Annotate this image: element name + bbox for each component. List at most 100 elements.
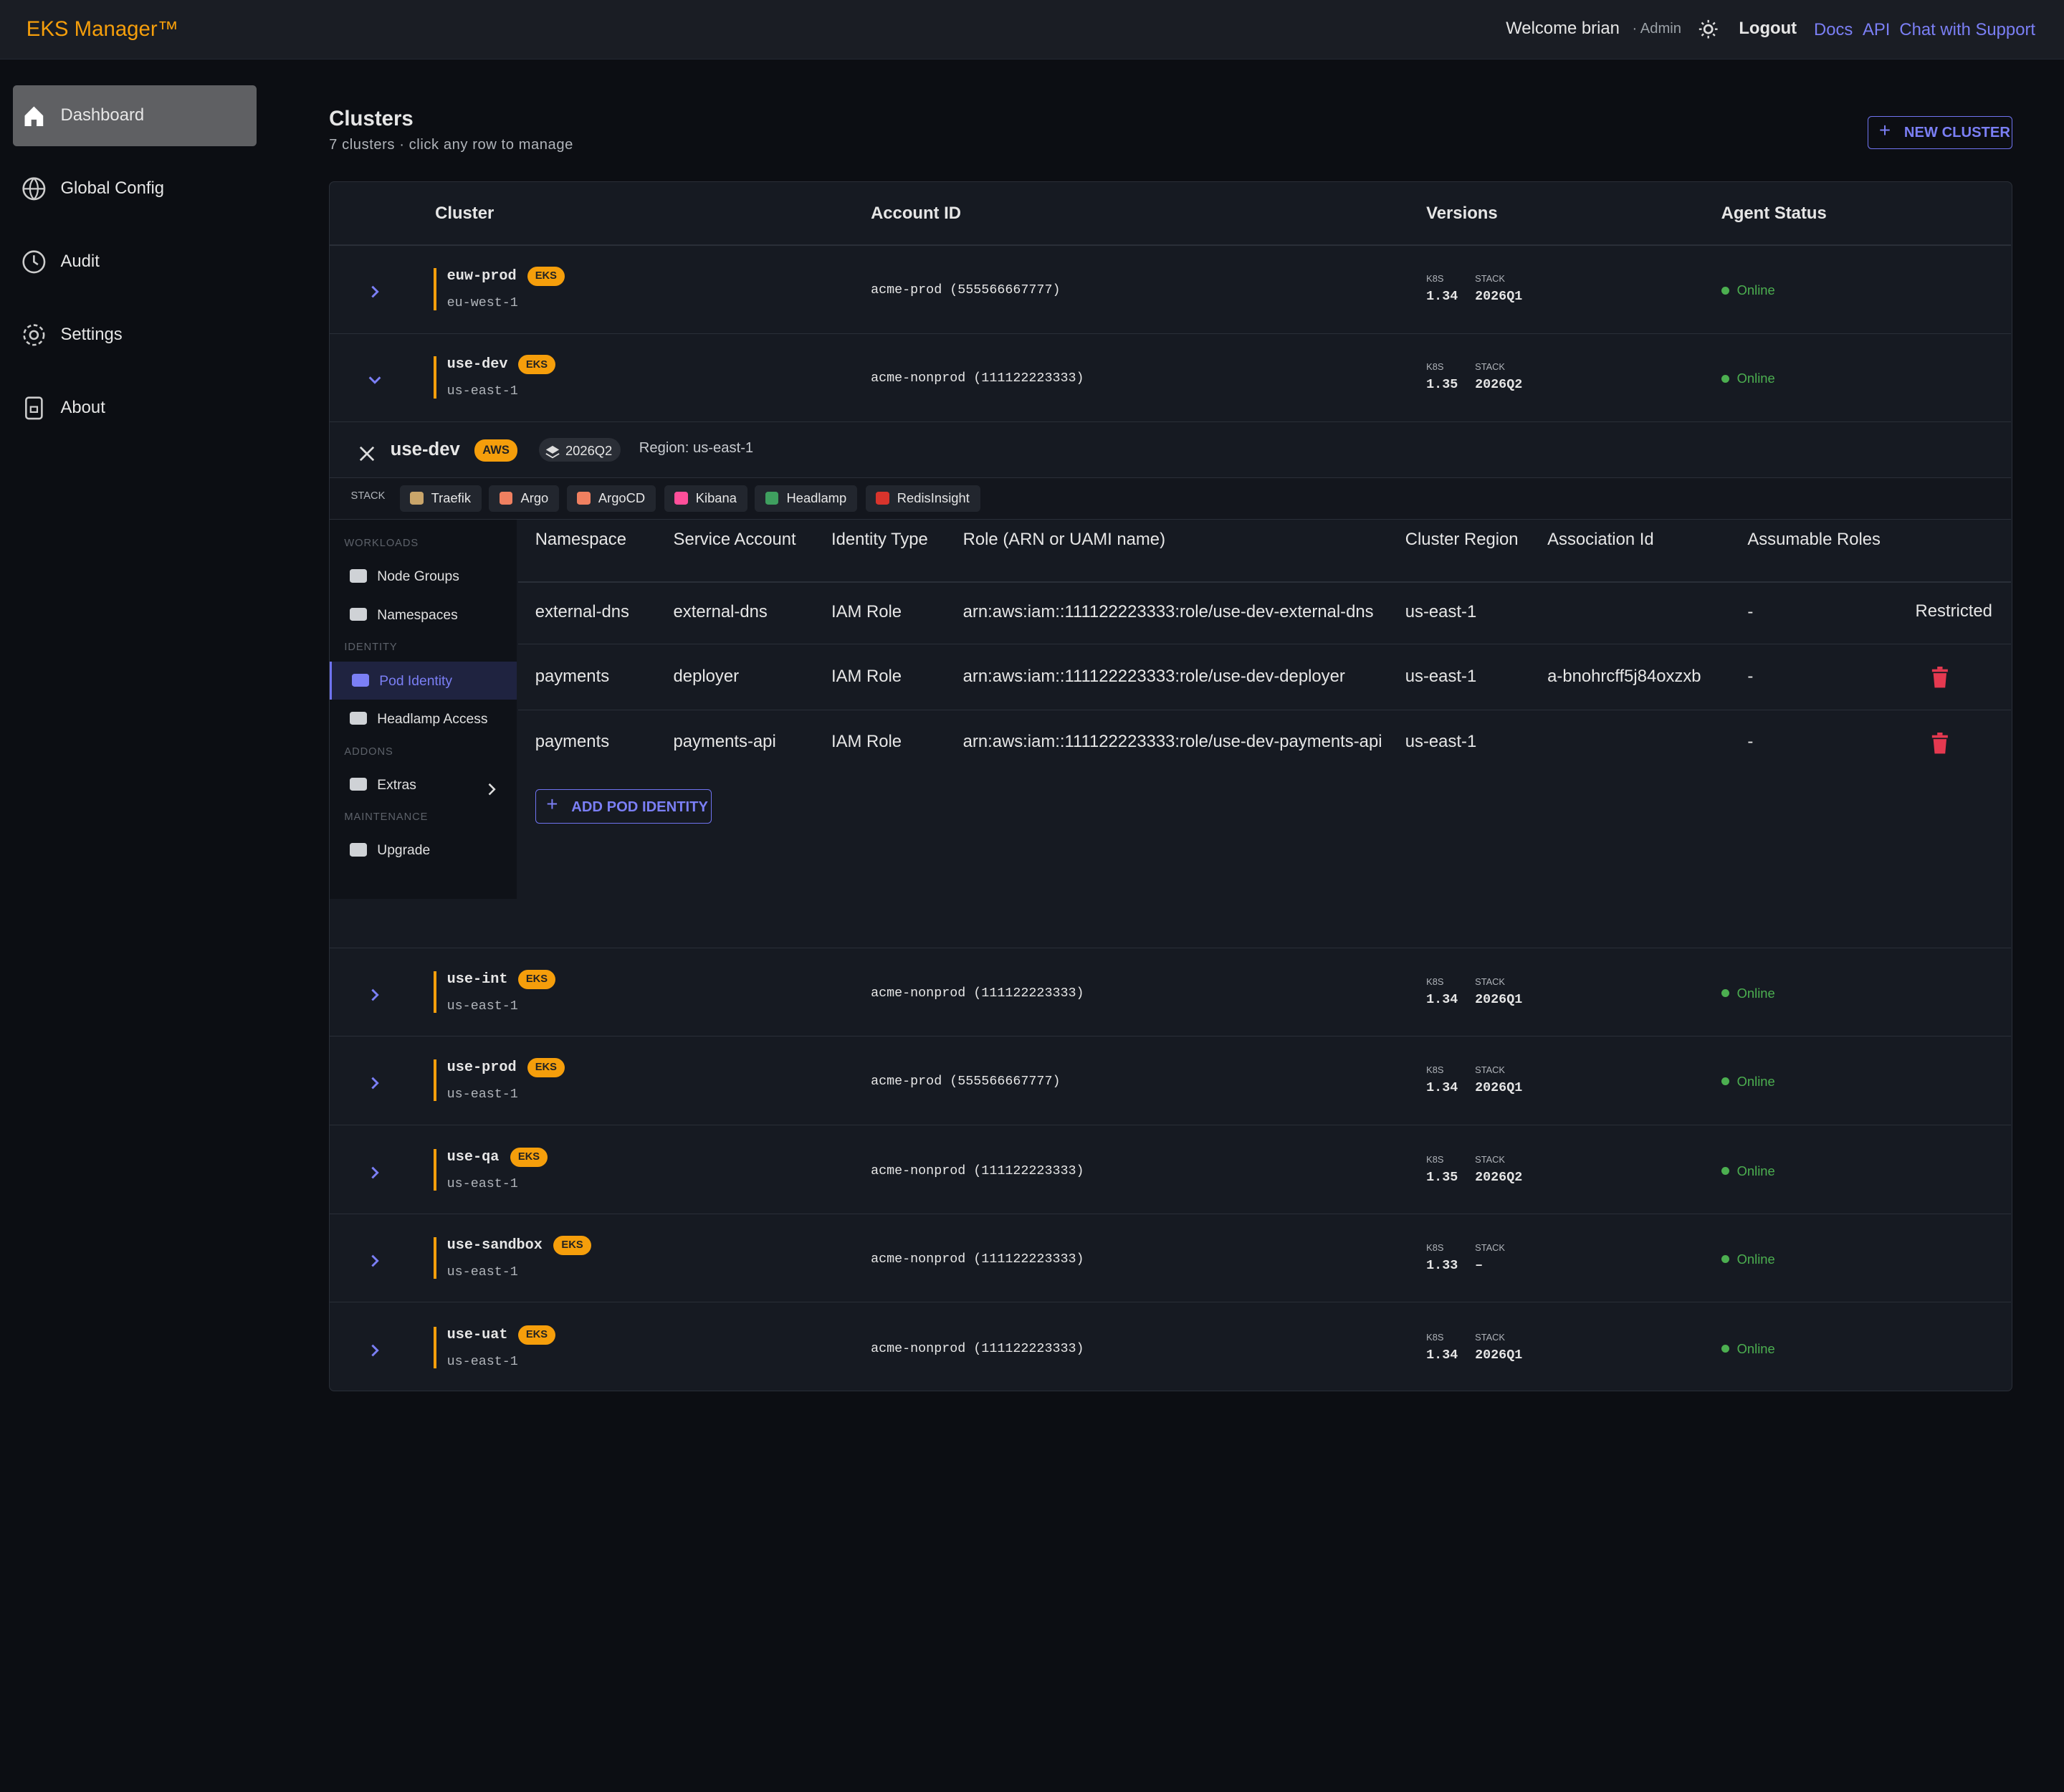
detail-nav-item[interactable]: Upgrade xyxy=(330,831,517,869)
stack-version: 2026Q1 xyxy=(1475,1080,1523,1096)
cluster-row[interactable]: use-sandbox EKS us-east-1 acme-nonprod (111… xyxy=(330,1214,2011,1303)
pod-header: Assumable Roles xyxy=(1747,529,1881,549)
nav-item[interactable]: Audit xyxy=(13,232,257,292)
status-dot xyxy=(1721,286,1729,295)
cluster-row[interactable]: use-uat EKS us-east-1 acme-nonprod (1111222… xyxy=(330,1304,2011,1392)
header-link[interactable]: API xyxy=(1862,19,1891,39)
detail-nav-item[interactable]: Headlamp Access xyxy=(330,700,517,738)
pod-header: Role (ARN or UAMI name) xyxy=(962,529,1166,549)
stack-item[interactable]: RedisInsight xyxy=(865,485,980,512)
nav-icon xyxy=(21,395,47,421)
stack-version: 2026Q1 xyxy=(1475,289,1523,305)
nav-item[interactable]: About xyxy=(13,378,257,438)
cluster-region: eu-west-1 xyxy=(446,295,518,311)
divider xyxy=(517,581,2011,583)
pod-cell: a-bnohrcff5j84oxzxb xyxy=(1547,667,1701,687)
k8s-version: 1.34 xyxy=(1426,289,1458,305)
new-cluster-button[interactable]: + NEW CLUSTER xyxy=(1868,115,2013,149)
column-header: Agent Status xyxy=(1721,203,1827,223)
nav-item[interactable]: Dashboard xyxy=(13,85,257,146)
pod-header: Namespace xyxy=(535,529,626,549)
cluster-name: use-int xyxy=(446,971,508,988)
account-id: acme-nonprod (111122223333) xyxy=(871,1251,1084,1267)
close-icon[interactable] xyxy=(359,443,375,462)
delete-icon[interactable] xyxy=(1931,667,1949,688)
nav-icon xyxy=(21,103,47,129)
k8s-version: 1.34 xyxy=(1426,1347,1458,1363)
stack-item[interactable]: Traefik xyxy=(399,485,482,512)
column-header: Account ID xyxy=(871,203,961,223)
stack-version: 2026Q2 xyxy=(1475,1169,1523,1185)
detail-nav-item[interactable]: Namespaces xyxy=(330,596,517,634)
item-label: Node Groups xyxy=(377,569,459,585)
pod-header: Cluster Region xyxy=(1405,529,1519,549)
eks-badge: EKS xyxy=(510,1147,548,1167)
eks-badge: EKS xyxy=(517,355,556,375)
agent-status: Online xyxy=(1736,1251,1775,1267)
account-id: acme-nonprod (111122223333) xyxy=(871,1163,1084,1178)
pod-cell: - xyxy=(1747,602,1754,622)
accent-bar xyxy=(434,1059,436,1102)
status-dot xyxy=(1721,1255,1729,1264)
item-label: Headlamp Access xyxy=(377,711,488,727)
stack-icon xyxy=(577,492,591,505)
cluster-row[interactable]: use-qa EKS us-east-1 acme-nonprod (11112222… xyxy=(330,1126,2011,1215)
column-header: Cluster xyxy=(435,203,494,223)
stack-item[interactable]: Headlamp xyxy=(755,485,857,512)
stack-item[interactable]: Kibana xyxy=(664,485,747,512)
detail-nav-item[interactable]: Extras xyxy=(330,766,517,804)
pod-row: payments deployer IAM Role arn:aws:iam::111… xyxy=(517,644,2011,710)
logout[interactable]: Logout xyxy=(1739,18,1797,38)
pod-cell: arn:aws:iam::111122223333:role/use-dev-e… xyxy=(962,602,1374,622)
nav-section: IDENTITY xyxy=(344,642,398,654)
status-dot xyxy=(1721,989,1729,998)
detail-nav-item[interactable]: Pod Identity xyxy=(330,662,517,700)
pod-cell: arn:aws:iam::111122223333:role/use-dev-p… xyxy=(962,731,1382,751)
pod-cell: - xyxy=(1747,731,1754,751)
cluster-region: us-east-1 xyxy=(446,1264,518,1280)
item-label: Upgrade xyxy=(377,843,431,859)
stack-icon xyxy=(765,492,779,505)
nav-item[interactable]: Global Config xyxy=(13,158,257,219)
pod-header: Identity Type xyxy=(831,529,928,549)
cluster-row[interactable]: use-dev EKS us-east-1 acme-nonprod (1111222… xyxy=(330,334,2011,422)
nav-item[interactable]: Settings xyxy=(13,305,257,365)
agent-status: Online xyxy=(1736,985,1775,1001)
header-link[interactable]: Chat with Support xyxy=(1899,19,2036,39)
stack-name: Traefik xyxy=(431,490,472,506)
stack-item[interactable]: Argo xyxy=(489,485,559,512)
pod-header: Association Id xyxy=(1547,529,1654,549)
pod-cell: us-east-1 xyxy=(1405,667,1477,687)
header-link[interactable]: Docs xyxy=(1814,19,1853,39)
delete-icon[interactable] xyxy=(1931,733,1949,754)
pod-cell: arn:aws:iam::111122223333:role/use-dev-d… xyxy=(962,667,1345,687)
stack-item[interactable]: ArgoCD xyxy=(566,485,656,512)
pod-cell: IAM Role xyxy=(831,667,902,687)
eks-badge: EKS xyxy=(527,266,565,286)
cluster-region: us-east-1 xyxy=(446,1087,518,1102)
item-icon xyxy=(349,843,367,857)
cluster-detail: use-dev AWS 2026Q2 Region: us-east-1 STACK Tr… xyxy=(330,422,2011,949)
plus: + xyxy=(546,792,558,815)
stack-label: STACK xyxy=(1475,976,1505,987)
status-dot xyxy=(1721,1167,1729,1176)
provider-badge: AWS xyxy=(474,439,517,462)
nav-icon xyxy=(21,176,47,202)
detail-nav-item[interactable]: Node Groups xyxy=(330,558,517,596)
button-label: NEW CLUSTER xyxy=(1903,124,2010,140)
brand: EKS Manager™ xyxy=(26,16,178,41)
welcome: Welcome brian xyxy=(1506,18,1620,38)
accent-bar xyxy=(434,267,436,310)
nav-label: About xyxy=(60,397,105,417)
user-role: · Admin xyxy=(1632,21,1681,37)
top-bar xyxy=(0,0,2064,59)
theme-toggle[interactable] xyxy=(1698,19,1719,39)
cluster-row[interactable]: use-prod EKS us-east-1 acme-prod (555566667… xyxy=(330,1036,2011,1125)
stack-chip: 2026Q2 xyxy=(539,437,621,462)
cluster-row[interactable]: euw-prod EKS eu-west-1 acme-prod (555566667… xyxy=(330,246,2011,334)
k8s-version: 1.34 xyxy=(1426,992,1458,1008)
cluster-name: use-uat xyxy=(446,1326,508,1343)
cluster-row[interactable]: use-int EKS us-east-1 acme-nonprod (1111222… xyxy=(330,948,2011,1037)
add-pod-identity-button[interactable]: + ADD POD IDENTITY xyxy=(535,789,712,824)
